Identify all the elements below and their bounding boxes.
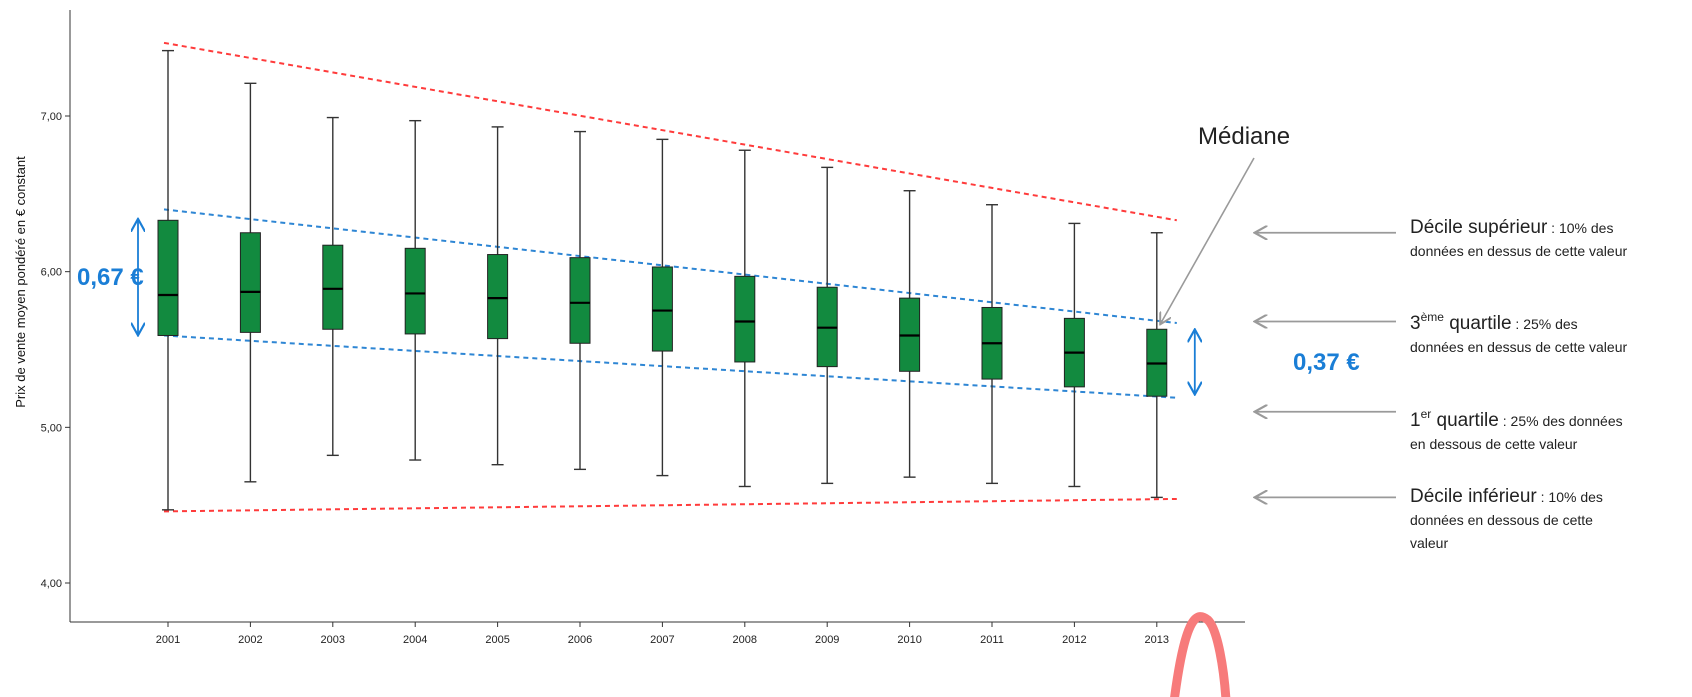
q3-trend-line xyxy=(163,208,1177,325)
x-tick-label: 2008 xyxy=(733,634,757,646)
annotation-detail: : 10% des xyxy=(1547,220,1613,236)
box-2006 xyxy=(569,130,591,471)
annotation-superscript: ème xyxy=(1421,310,1445,324)
x-tick-label: 2011 xyxy=(980,634,1004,646)
annotation-line2: données en dessus de cette valeur xyxy=(1410,339,1627,355)
box-2004 xyxy=(404,119,426,461)
y-tick-label: 4,00 xyxy=(41,578,62,590)
x-tick-label: 2005 xyxy=(485,634,509,646)
box-body xyxy=(569,257,591,344)
annotation-line1: 3ème quartile : 25% des xyxy=(1410,310,1578,334)
box-body xyxy=(487,254,509,340)
x-tick-label: 2007 xyxy=(650,634,674,646)
spread-label: 0,37 € xyxy=(1293,349,1360,376)
box-2009 xyxy=(816,166,838,485)
trend-lines xyxy=(163,41,1177,513)
x-tick-label: 2013 xyxy=(1145,634,1169,646)
annotation-line2: données en dessus de cette valeur xyxy=(1410,243,1627,259)
median-label: Médiane xyxy=(1198,123,1290,150)
highlight-arc xyxy=(1170,612,1231,697)
spread-label: 0,67 € xyxy=(77,264,144,291)
upper-decile-trend-line xyxy=(163,41,1177,222)
x-tick-label: 2012 xyxy=(1062,634,1086,646)
annotation-title: Décile inférieur xyxy=(1410,486,1537,507)
axes: 4,00 5,00 6,00 7,00 2001 2002 2003 2004 2005 2006… xyxy=(13,10,1245,646)
y-tick-label: 7,00 xyxy=(41,111,62,123)
y-axis-title: Prix de vente moyen pondéré en € constan… xyxy=(13,156,28,408)
annotation-superscript: er xyxy=(1421,407,1432,421)
box-2001 xyxy=(157,49,179,511)
annotation-line2: données en dessous de cette xyxy=(1410,512,1593,528)
x-tick-label: 2004 xyxy=(403,634,427,646)
annotation-line2: en dessous de cette valeur xyxy=(1410,436,1578,452)
box-body xyxy=(404,247,426,335)
annotation-detail: : 10% des xyxy=(1537,489,1603,505)
annotation-line1: 1er quartile : 25% des données xyxy=(1410,407,1623,431)
annotation-line1: Décile inférieur : 10% des xyxy=(1410,486,1603,507)
median-arrow xyxy=(1161,157,1255,323)
annotations: Médiane Décile supérieur : 10% des données… xyxy=(1161,123,1627,551)
lower-decile-trend-line xyxy=(163,497,1177,513)
x-tick-label: 2002 xyxy=(238,634,262,646)
box-body xyxy=(239,232,261,333)
box-body xyxy=(322,244,344,330)
q1-trend-line xyxy=(163,334,1177,399)
annotation-title-rest: quartile xyxy=(1431,410,1499,431)
box-2013 xyxy=(1146,232,1168,499)
x-tick-label: 2006 xyxy=(568,634,592,646)
spread-indicators: 0,67 € 0,37 € xyxy=(77,220,1360,393)
box-body xyxy=(651,266,673,352)
boxes xyxy=(157,49,1168,511)
annotation-title: Décile supérieur xyxy=(1410,217,1548,238)
annotation-line3: valeur xyxy=(1410,535,1448,551)
annotation-title: 1 xyxy=(1410,410,1421,431)
box-2010 xyxy=(899,190,921,478)
box-2011 xyxy=(981,204,1003,485)
x-tick-label: 2003 xyxy=(321,634,345,646)
x-tick-label: 2001 xyxy=(156,634,180,646)
box-body xyxy=(157,219,179,336)
annotation-title-rest: quartile xyxy=(1444,313,1512,334)
box-2007 xyxy=(651,138,673,477)
annotation-line1: Décile supérieur : 10% des xyxy=(1410,217,1613,238)
annotation-detail: : 25% des données xyxy=(1499,413,1623,429)
box-2008 xyxy=(734,149,756,488)
y-tick-label: 5,00 xyxy=(41,422,62,434)
box-2003 xyxy=(322,116,344,457)
annotation-title: 3 xyxy=(1410,313,1421,334)
y-tick-label: 6,00 xyxy=(41,267,62,279)
annotation-detail: : 25% des xyxy=(1512,316,1578,332)
x-tick-label: 2010 xyxy=(897,634,921,646)
box-2002 xyxy=(239,82,261,483)
x-tick-label: 2009 xyxy=(815,634,839,646)
box-body xyxy=(734,275,756,363)
box-2005 xyxy=(487,126,509,466)
box-2012 xyxy=(1063,222,1085,488)
